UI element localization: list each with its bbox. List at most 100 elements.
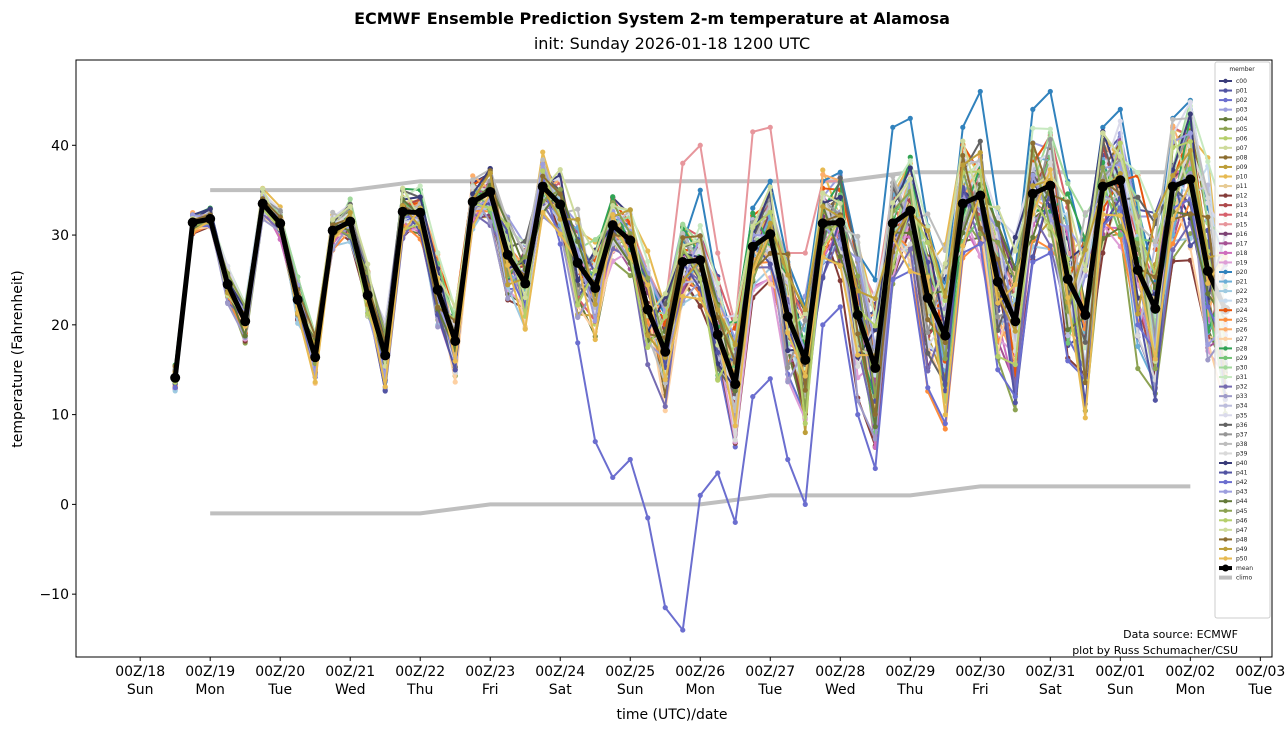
member-point xyxy=(592,301,598,307)
member-point xyxy=(977,225,983,231)
member-point xyxy=(1135,311,1141,317)
legend-label: p23 xyxy=(1236,298,1248,305)
member-point xyxy=(645,344,651,351)
legend-item-p15: p15 xyxy=(1219,221,1248,228)
credit-author: plot by Russ Schumacher/CSU xyxy=(1072,644,1238,657)
legend-item-p20: p20 xyxy=(1219,269,1248,276)
legend-item-p34: p34 xyxy=(1219,403,1248,410)
member-point xyxy=(767,184,773,190)
legend-label: p32 xyxy=(1236,384,1248,391)
legend-label: p12 xyxy=(1236,193,1248,200)
member-point xyxy=(960,162,966,168)
member-point xyxy=(680,235,686,241)
member-point xyxy=(662,408,668,414)
mean-point xyxy=(1150,303,1161,314)
legend-label: p33 xyxy=(1236,393,1248,400)
mean-point xyxy=(800,354,811,365)
member-point xyxy=(872,295,878,302)
mean-point xyxy=(257,198,268,209)
member-point xyxy=(802,306,808,313)
legend-marker xyxy=(1223,298,1228,303)
member-point xyxy=(470,191,476,197)
x-tick-label-day: Thu xyxy=(406,682,433,698)
member-point xyxy=(1135,194,1141,200)
x-tick-label-day: Mon xyxy=(195,682,225,698)
member-point xyxy=(1030,172,1036,178)
member-point xyxy=(1152,238,1158,245)
member-point xyxy=(855,412,861,418)
member-point xyxy=(925,228,931,234)
member-point xyxy=(435,324,441,330)
legend-item-p14: p14 xyxy=(1219,212,1248,219)
legend-box xyxy=(1214,61,1271,619)
x-tick-label-day: Fri xyxy=(972,682,989,698)
member-point xyxy=(942,269,948,275)
mean-point xyxy=(502,249,513,260)
y-axis-label: temperature (Fahrenheit) xyxy=(10,270,26,447)
member-point xyxy=(365,261,371,267)
member-point xyxy=(1205,158,1211,165)
legend-marker xyxy=(1223,336,1228,342)
legend-label: p44 xyxy=(1236,498,1248,505)
member-point xyxy=(995,256,1001,262)
legend-marker xyxy=(1223,193,1228,198)
member-point xyxy=(1205,304,1211,310)
mean-point xyxy=(275,218,286,229)
member-point xyxy=(1187,147,1193,154)
member-point xyxy=(1012,394,1018,400)
member-point xyxy=(855,352,861,358)
member-point xyxy=(785,272,791,278)
member-point xyxy=(960,138,966,144)
member-point xyxy=(1100,130,1106,136)
legend-item-p38: p38 xyxy=(1219,441,1248,448)
member-point xyxy=(1012,407,1018,413)
member-point xyxy=(942,339,948,346)
member-point xyxy=(802,317,808,323)
member-point xyxy=(470,177,476,183)
legend-item-p44: p44 xyxy=(1219,498,1248,505)
mean-point xyxy=(450,335,461,346)
x-tick-label-day: Wed xyxy=(335,682,366,698)
mean-point xyxy=(397,206,408,217)
member-point xyxy=(820,322,826,328)
member-point xyxy=(435,250,441,256)
member-point xyxy=(575,216,581,223)
member-point xyxy=(995,300,1001,306)
member-point xyxy=(995,353,1001,360)
mean-point xyxy=(607,220,618,231)
legend-item-p10: p10 xyxy=(1219,174,1248,181)
mean-point xyxy=(870,362,881,373)
member-point xyxy=(1205,195,1211,201)
member-point xyxy=(330,209,336,215)
legend-marker xyxy=(1223,537,1228,542)
member-point xyxy=(645,361,651,368)
legend-marker xyxy=(1223,393,1228,399)
legend-marker xyxy=(1223,212,1228,217)
legend-item-p09: p09 xyxy=(1219,164,1248,171)
legend-label: climo xyxy=(1236,575,1252,582)
member-point xyxy=(1117,153,1123,160)
member-point xyxy=(680,627,686,633)
legend-item-p28: p28 xyxy=(1219,345,1248,352)
member-point xyxy=(802,373,808,379)
legend-label: p35 xyxy=(1236,412,1248,419)
member-point xyxy=(1082,380,1088,386)
x-tick-label-day: Mon xyxy=(1176,682,1206,698)
member-point xyxy=(662,301,668,307)
x-tick-label-time: 00Z/31 xyxy=(1025,664,1075,680)
member-point xyxy=(785,347,791,354)
member-point xyxy=(662,605,668,611)
member-point xyxy=(820,254,826,260)
x-tick-label-day: Sat xyxy=(1039,682,1062,698)
y-axis: −10 0 10 20 30 40 xyxy=(39,138,76,603)
legend-item-p08: p08 xyxy=(1219,154,1248,161)
member-point xyxy=(785,365,791,371)
legend-label: p11 xyxy=(1236,183,1248,190)
member-point xyxy=(225,300,231,307)
member-point xyxy=(645,282,651,288)
mean-point xyxy=(957,198,968,209)
member-point xyxy=(487,205,493,211)
mean-point xyxy=(905,205,916,216)
member-point xyxy=(942,426,948,432)
member-point xyxy=(1082,210,1088,216)
